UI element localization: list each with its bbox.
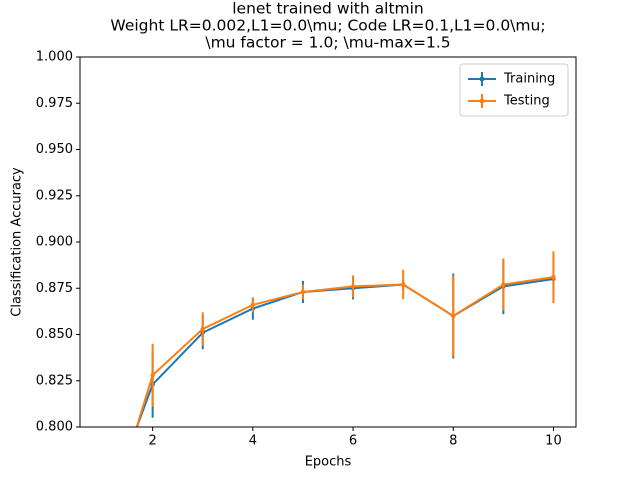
data-point xyxy=(200,326,205,332)
y-tick-label: 0.975 xyxy=(36,96,73,111)
data-point xyxy=(501,282,506,287)
series-line xyxy=(135,276,554,427)
y-tick-label: 0.825 xyxy=(36,373,73,388)
y-tick-label: 0.875 xyxy=(36,281,73,296)
x-tick-label: 10 xyxy=(545,434,562,449)
plot-area xyxy=(135,251,556,427)
data-point xyxy=(250,302,256,308)
data-point xyxy=(551,274,556,280)
data-point xyxy=(400,282,406,287)
x-tick-label: 8 xyxy=(449,434,457,449)
y-tick-label: 0.950 xyxy=(36,142,73,157)
legend-marker xyxy=(479,98,485,104)
data-point xyxy=(451,313,456,319)
y-tick-label: 0.900 xyxy=(36,235,73,250)
x-axis-label: Epochs xyxy=(305,455,352,470)
chart-title: Weight LR=0.002,L1=0.0\mu; Code LR=0.1,L… xyxy=(110,17,545,35)
y-tick-label: 0.850 xyxy=(36,327,73,342)
data-point xyxy=(350,284,356,289)
chart-title: lenet trained with altmin xyxy=(232,0,424,18)
legend-box xyxy=(459,63,569,117)
legend-marker xyxy=(479,76,485,82)
y-axis-label: Classification Accuracy xyxy=(10,167,25,317)
legend-label: Testing xyxy=(503,94,550,109)
x-tick-label: 6 xyxy=(349,434,357,449)
chart-title: \mu factor = 1.0; \mu-max=1.5 xyxy=(205,34,450,52)
data-point xyxy=(300,289,306,295)
x-tick-label: 4 xyxy=(249,434,257,449)
x-tick-label: 2 xyxy=(149,434,157,449)
data-point xyxy=(150,373,155,378)
legend-label: Training xyxy=(503,72,555,87)
y-tick-label: 0.925 xyxy=(36,188,73,203)
y-tick-label: 0.800 xyxy=(36,420,73,435)
y-tick-label: 1.000 xyxy=(36,50,73,65)
